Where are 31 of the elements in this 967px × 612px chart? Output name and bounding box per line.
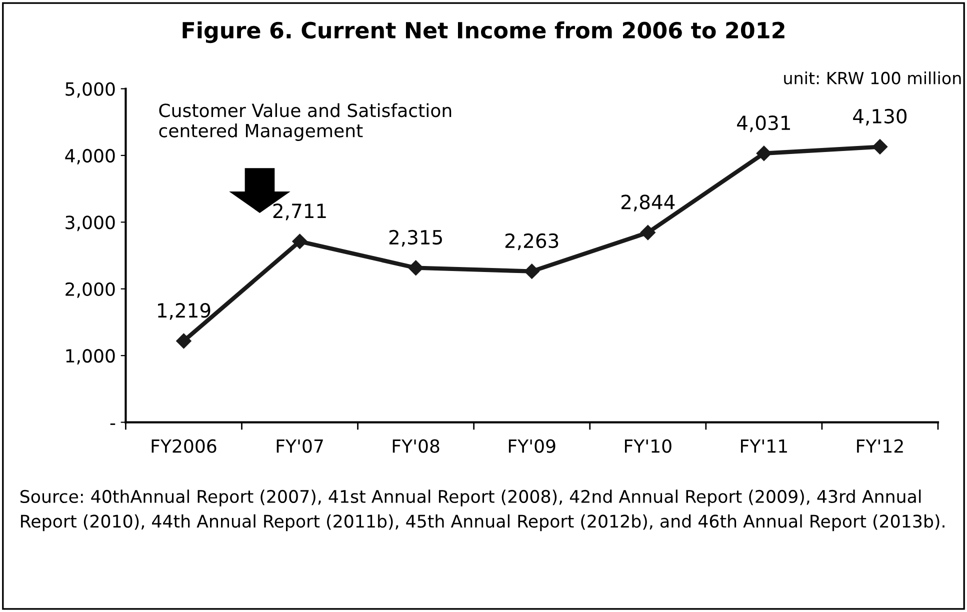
x-tick-label: FY'08: [392, 439, 440, 453]
text: 2,263: [505, 233, 558, 250]
text: 1,219: [158, 303, 210, 320]
text: 2,315: [389, 230, 442, 247]
x-tick-label: FY2006: [152, 439, 216, 453]
x-tick-label: FY'10: [624, 439, 672, 453]
source-note: Source: 40thAnnual Report (2007), 41st Annual Report (2008), 42nd Annual Report (2009), 43rd Annual Report (2010), 44th Annual Report (2011b), 45th Annual Report (2012b), and 46th Annual Report (2013b).: [20, 490, 944, 532]
y-tick-label: -: [110, 423, 116, 425]
text: unit: KRW 100 million: [784, 71, 961, 84]
x-tick-label: FY'07: [276, 439, 323, 453]
point: [292, 234, 308, 250]
point: [640, 224, 656, 240]
point: [524, 264, 540, 279]
x-tick-label: FY'11: [741, 440, 787, 453]
chart-title: Figure 6. Current Net Income from 2006 to 2012: [182, 21, 784, 44]
y-tick-label: 2,000: [66, 282, 115, 298]
point: [756, 146, 772, 161]
y-tick-label: 4,000: [65, 148, 115, 164]
point: [176, 333, 192, 349]
y-tick-label: 3,000: [66, 216, 115, 232]
x-tick-label: FY'09: [508, 439, 556, 453]
annotation: Customer Value and Satisfaction centered Management: [159, 103, 452, 141]
text: 2,711: [273, 204, 326, 220]
y-tick-label: 1,000: [66, 349, 115, 365]
point: [408, 260, 424, 276]
y-tick-label: 5,000: [66, 82, 115, 98]
point: [872, 139, 888, 154]
text: 2,844: [621, 194, 675, 212]
x-tick-label: FY'12: [857, 439, 903, 453]
text: 4,130: [853, 108, 907, 126]
text: 4,031: [737, 115, 790, 132]
